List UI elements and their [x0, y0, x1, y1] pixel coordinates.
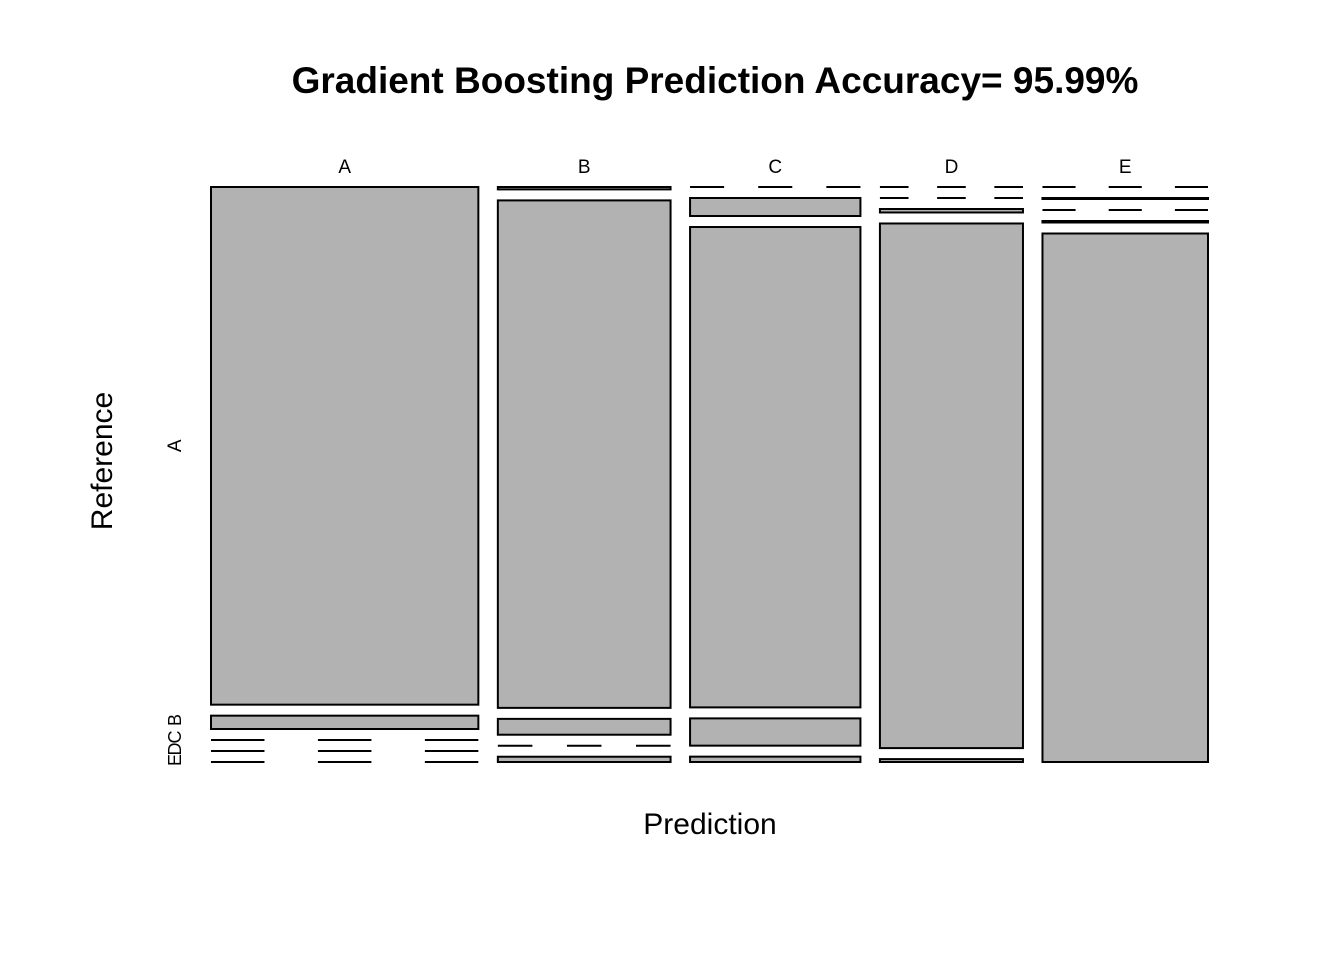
column-label-c: C — [768, 157, 782, 178]
mosaic-tiles — [210, 186, 1210, 764]
tile-pred-e-ref-b — [1041, 197, 1210, 201]
tile-pred-b-ref-b — [496, 199, 672, 709]
row-label-d: D — [165, 743, 185, 756]
tile-pred-a-ref-a — [210, 186, 480, 706]
row-label-b: B — [165, 714, 185, 726]
tile-pred-b-ref-e — [496, 755, 672, 764]
tile-pred-b-ref-a — [496, 186, 672, 191]
tile-pred-b-ref-c — [496, 717, 672, 736]
chart-title: Gradient Boosting Prediction Accuracy= 9… — [292, 60, 1139, 101]
tile-pred-d-ref-d — [878, 222, 1024, 750]
row-label-e: E — [165, 754, 185, 766]
column-label-b: B — [578, 157, 591, 178]
column-label-e: E — [1119, 157, 1132, 178]
row-label-c: C — [165, 731, 185, 744]
tile-pred-c-ref-c — [689, 226, 862, 709]
tile-pred-e-ref-d — [1041, 220, 1210, 224]
column-labels: A B C D E — [338, 157, 1131, 178]
x-axis-label: Prediction — [643, 808, 776, 841]
tile-pred-d-ref-e — [878, 758, 1024, 763]
column-label-d: D — [945, 157, 959, 178]
column-label-a: A — [338, 157, 351, 178]
tile-pred-a-ref-b — [210, 714, 480, 730]
tile-pred-c-ref-e — [689, 755, 862, 763]
row-label-a: A — [165, 439, 186, 452]
y-axis-label: Reference — [86, 392, 119, 530]
tile-pred-d-ref-c — [878, 208, 1024, 214]
tile-pred-e-ref-e — [1041, 232, 1210, 764]
tile-pred-c-ref-b — [689, 197, 862, 218]
tile-pred-c-ref-d — [689, 717, 862, 747]
